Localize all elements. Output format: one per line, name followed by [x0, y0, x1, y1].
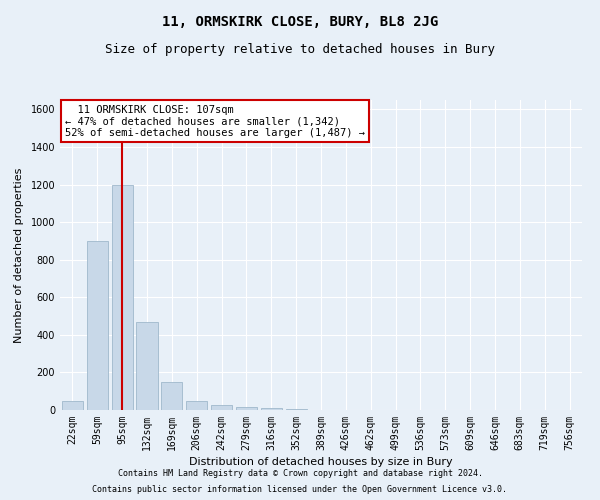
Bar — [87, 241, 108, 410]
Bar — [62, 400, 83, 410]
Text: Contains HM Land Registry data © Crown copyright and database right 2024.: Contains HM Land Registry data © Crown c… — [118, 468, 482, 477]
Text: Size of property relative to detached houses in Bury: Size of property relative to detached ho… — [105, 42, 495, 56]
Bar — [236, 407, 257, 410]
Text: Contains public sector information licensed under the Open Government Licence v3: Contains public sector information licen… — [92, 485, 508, 494]
Y-axis label: Number of detached properties: Number of detached properties — [14, 168, 23, 342]
Bar — [112, 184, 133, 410]
Bar — [211, 406, 232, 410]
Bar — [186, 400, 207, 410]
Bar — [286, 409, 307, 410]
Text: 11 ORMSKIRK CLOSE: 107sqm
← 47% of detached houses are smaller (1,342)
52% of se: 11 ORMSKIRK CLOSE: 107sqm ← 47% of detac… — [65, 104, 365, 138]
Text: 11, ORMSKIRK CLOSE, BURY, BL8 2JG: 11, ORMSKIRK CLOSE, BURY, BL8 2JG — [162, 15, 438, 29]
X-axis label: Distribution of detached houses by size in Bury: Distribution of detached houses by size … — [189, 457, 453, 467]
Bar — [161, 382, 182, 410]
Bar — [136, 322, 158, 410]
Bar — [261, 408, 282, 410]
